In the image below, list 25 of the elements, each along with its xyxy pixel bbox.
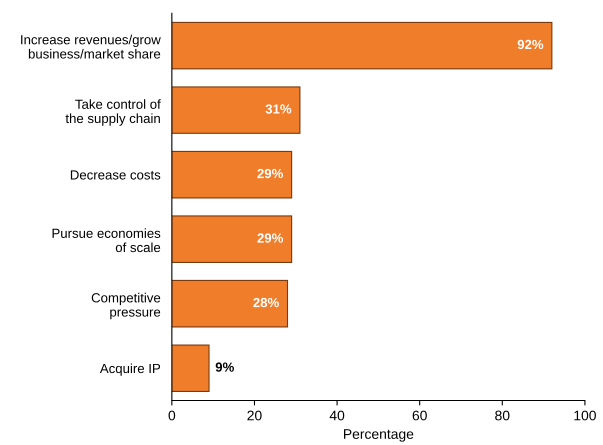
bar [172, 215, 292, 263]
data-label: 9% [216, 362, 234, 372]
bar [172, 150, 292, 198]
data-label: 92% [518, 40, 544, 50]
x-tick-label: 100 [574, 410, 596, 420]
y-tick-label: Decrease costs [70, 170, 160, 180]
data-label: 29% [257, 168, 284, 178]
y-tick-label: Take control of the supply chain [66, 99, 161, 126]
y-tick-label: Pursue economies of scale [52, 228, 160, 252]
y-tick-label: Competitive pressure [92, 292, 160, 320]
x-tick-label: 60 [412, 410, 427, 420]
data-label: 28% [253, 298, 279, 308]
x-tick-label: 40 [330, 410, 344, 420]
y-tick-label: Acquire IP [100, 363, 160, 376]
bar [172, 280, 288, 328]
bar [172, 22, 552, 70]
x-tick-label: 20 [247, 410, 262, 420]
x-axis-title: Percentage [344, 429, 414, 442]
x-tick-label: 80 [495, 410, 510, 420]
data-label: 31% [266, 104, 292, 114]
y-tick-label: Increase revenues/grow business/market share [21, 34, 161, 59]
bar [172, 344, 210, 392]
x-tick-label: 0 [168, 410, 176, 420]
data-label: 29% [257, 233, 284, 243]
bar [172, 86, 300, 134]
